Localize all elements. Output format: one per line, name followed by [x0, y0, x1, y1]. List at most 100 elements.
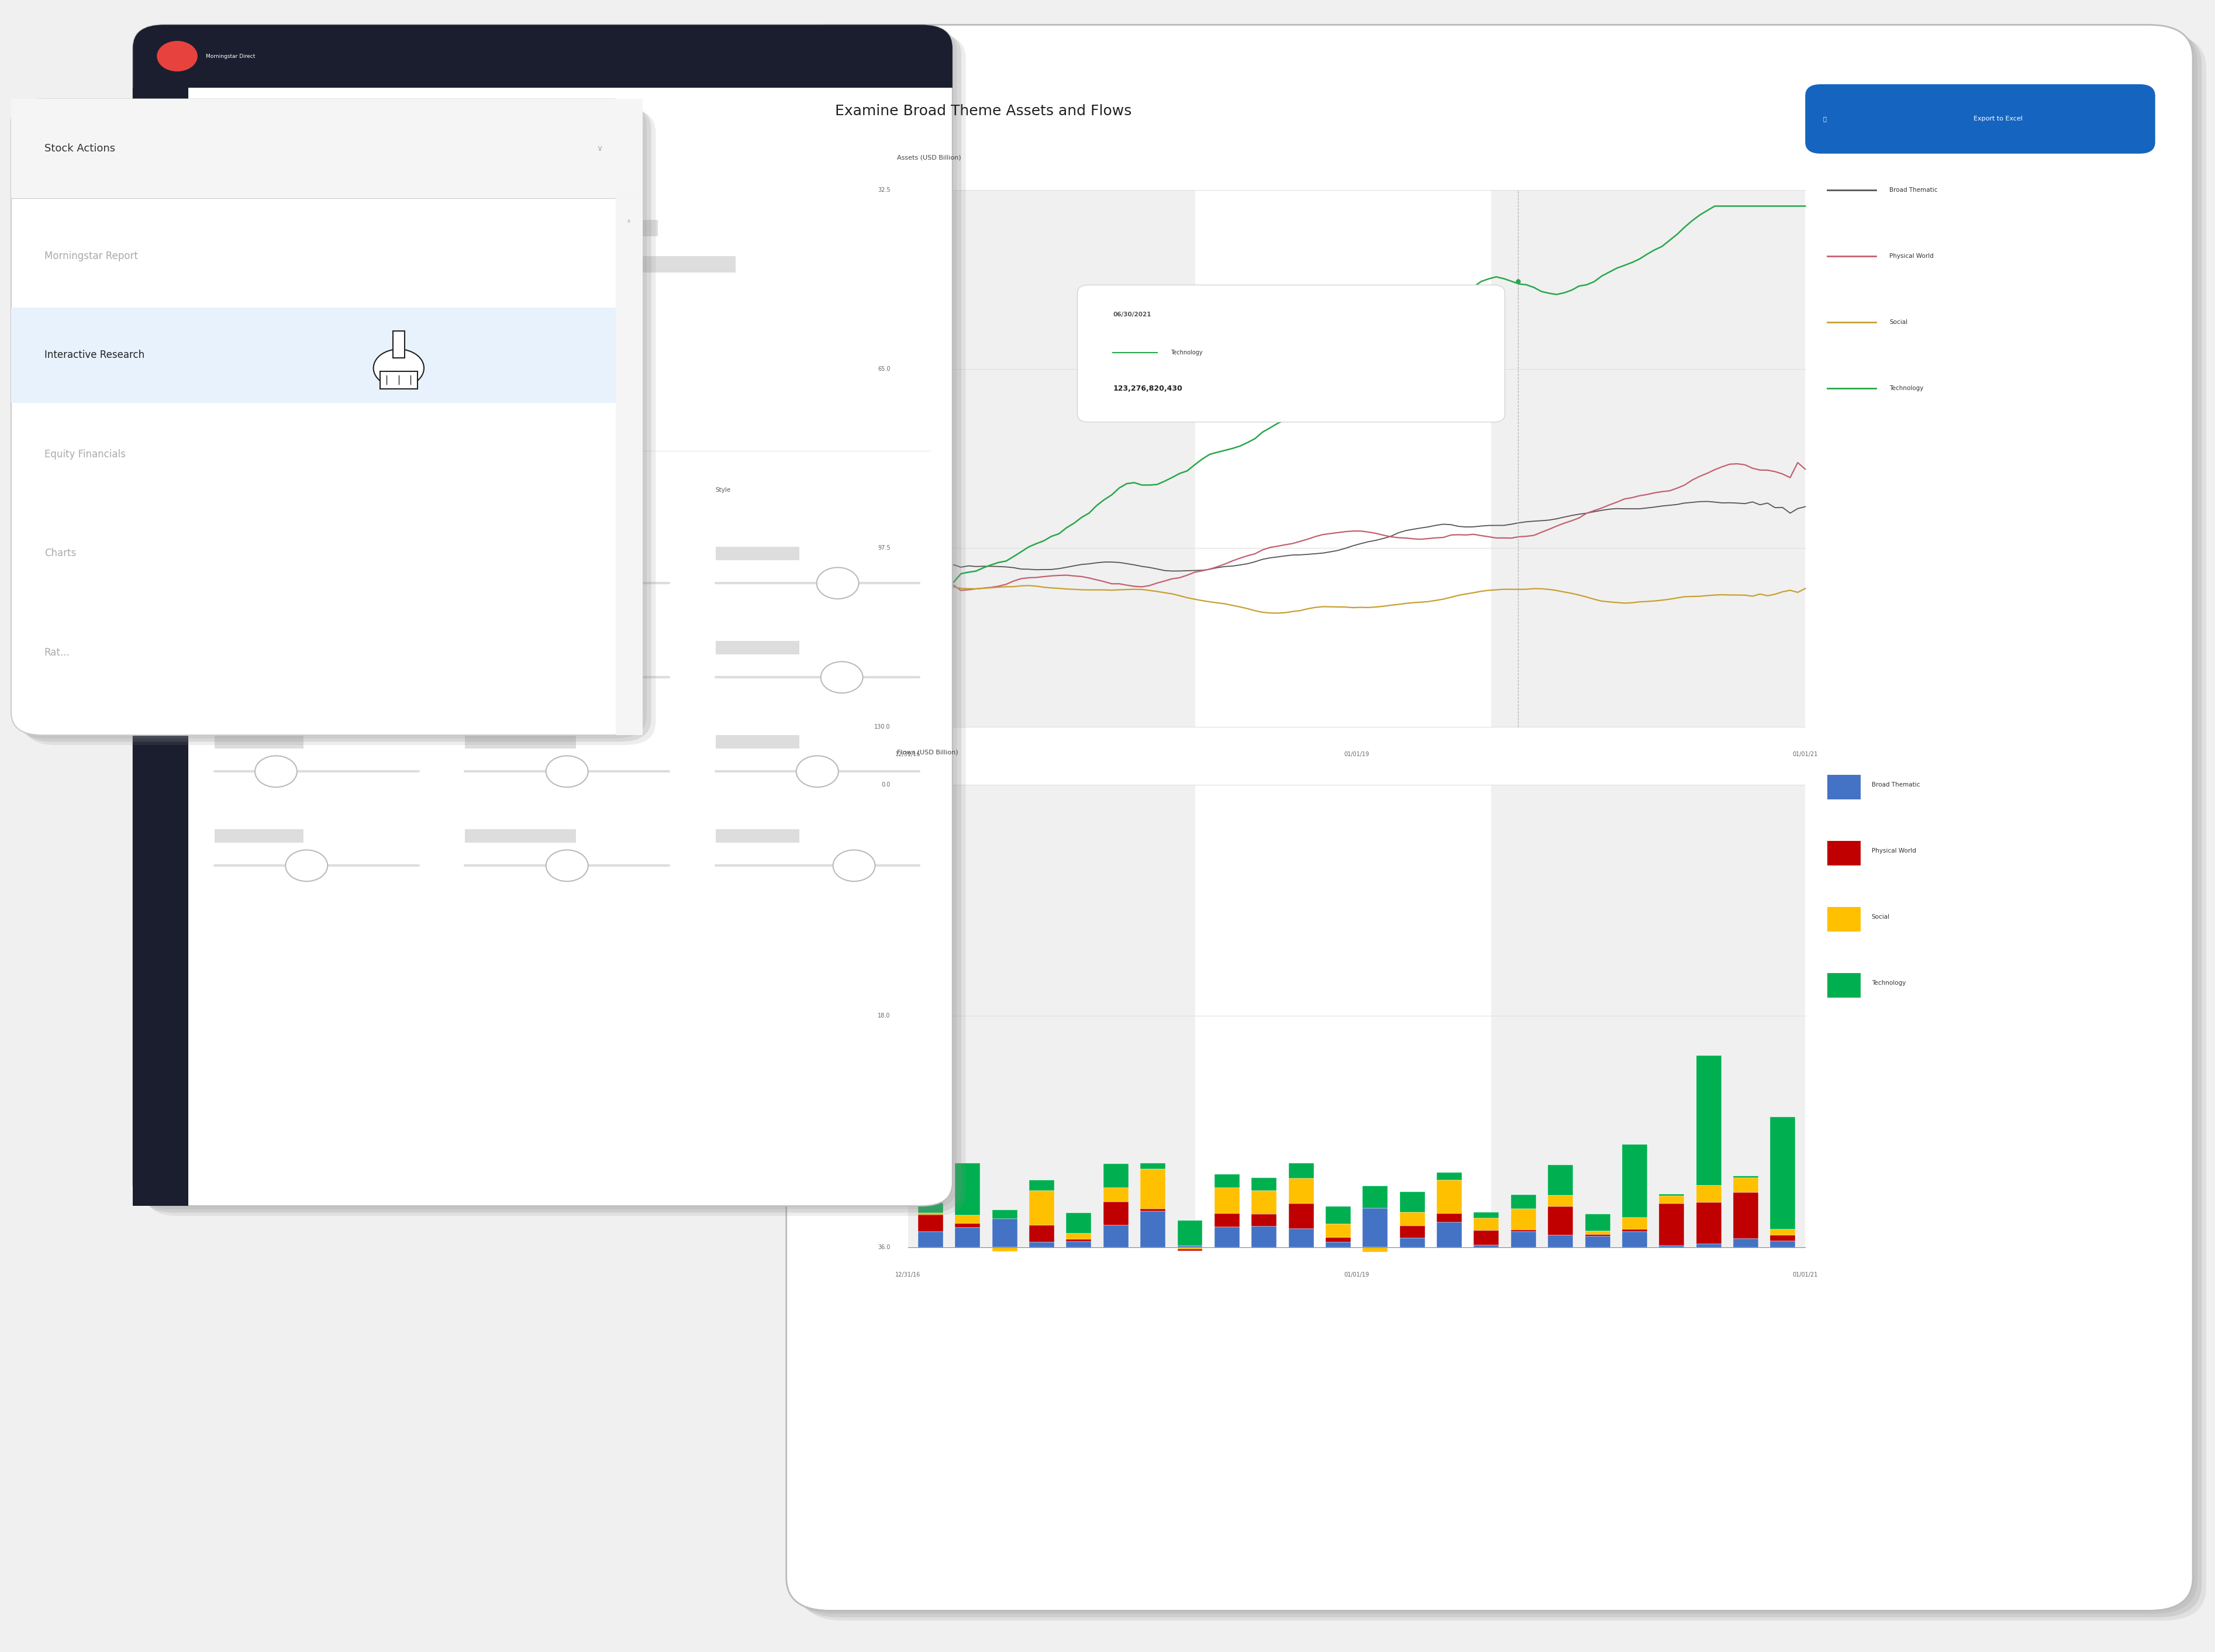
Text: Equity Financials: Equity Financials	[44, 449, 126, 459]
Bar	[11, 99, 642, 198]
Text: ∨: ∨	[596, 145, 602, 152]
Bar	[1325, 1224, 1351, 1237]
Bar	[1697, 1056, 1721, 1186]
Bar	[1214, 1227, 1240, 1247]
Bar	[215, 256, 735, 273]
Bar	[1030, 1242, 1054, 1247]
Text: △: △	[159, 411, 162, 418]
Text: Broad Thematic: Broad Thematic	[1872, 781, 1920, 788]
Bar	[1732, 1193, 1759, 1239]
Text: Technology: Technology	[1889, 385, 1923, 392]
Bar	[917, 1203, 944, 1213]
Circle shape	[374, 349, 423, 387]
Bar	[1770, 1229, 1796, 1236]
Bar	[215, 547, 303, 560]
Bar	[1289, 1178, 1313, 1203]
Bar	[1586, 1236, 1610, 1247]
Bar	[1491, 785, 1805, 1247]
Text: Flows (USD Billion): Flows (USD Billion)	[897, 748, 959, 755]
Circle shape	[326, 662, 368, 694]
Bar	[1178, 1247, 1203, 1251]
Bar	[1438, 1222, 1462, 1247]
Bar	[465, 829, 576, 843]
Bar	[1732, 1239, 1759, 1247]
Bar	[1251, 1214, 1276, 1226]
Bar	[1362, 1247, 1389, 1252]
Bar	[1141, 1209, 1165, 1211]
Text: 06/30/2021: 06/30/2021	[1112, 311, 1152, 317]
Bar	[992, 1209, 1017, 1219]
Bar	[1325, 1242, 1351, 1247]
FancyBboxPatch shape	[1076, 284, 1504, 421]
Bar	[11, 307, 616, 403]
Circle shape	[833, 851, 875, 882]
Bar	[1621, 1229, 1648, 1231]
Bar	[1511, 1194, 1535, 1209]
Text: Factor Group Settings: Factor Group Settings	[215, 137, 390, 154]
Circle shape	[547, 851, 589, 882]
Bar	[715, 829, 800, 843]
Text: ⌂: ⌂	[159, 213, 162, 220]
Bar	[917, 1231, 944, 1247]
Text: 0.0: 0.0	[882, 781, 890, 788]
FancyBboxPatch shape	[791, 28, 2197, 1614]
Bar	[1141, 1168, 1165, 1209]
Bar	[1400, 1237, 1424, 1247]
Text: Technology: Technology	[1872, 980, 1905, 986]
Bar	[1103, 1165, 1127, 1188]
Text: 01/01/19: 01/01/19	[1345, 752, 1369, 758]
Bar	[992, 1247, 1017, 1251]
Bar	[1178, 1247, 1203, 1249]
Text: 01/01/21: 01/01/21	[1792, 1272, 1819, 1279]
Bar	[1659, 1196, 1683, 1204]
Bar	[215, 641, 303, 654]
FancyBboxPatch shape	[142, 31, 961, 1213]
Text: 65.0: 65.0	[877, 365, 890, 372]
Circle shape	[797, 757, 839, 788]
Text: Export to Excel: Export to Excel	[1974, 116, 2022, 122]
FancyBboxPatch shape	[24, 109, 656, 745]
Bar	[392, 330, 405, 358]
Bar	[1473, 1213, 1500, 1218]
Circle shape	[547, 757, 589, 788]
Text: Physical World: Physical World	[1872, 847, 1916, 854]
Bar	[917, 1214, 944, 1231]
Text: 130.0: 130.0	[875, 724, 890, 730]
Bar	[715, 641, 800, 654]
Bar	[1511, 1209, 1535, 1229]
Bar	[917, 1213, 944, 1214]
Bar	[1548, 1206, 1573, 1236]
Text: Stock Actions: Stock Actions	[44, 144, 115, 154]
Text: ∨: ∨	[574, 388, 578, 395]
Bar	[465, 641, 576, 654]
Bar	[1827, 841, 1861, 866]
Circle shape	[306, 568, 348, 600]
Text: Assets (USD Billion): Assets (USD Billion)	[897, 154, 961, 160]
Bar	[1586, 1231, 1610, 1234]
Bar	[955, 1227, 981, 1247]
Bar	[1586, 1214, 1610, 1231]
Bar	[1438, 1173, 1462, 1180]
Bar	[1491, 190, 1805, 727]
Circle shape	[481, 662, 523, 694]
Text: Physical World: Physical World	[1889, 253, 1934, 259]
Bar	[1065, 1239, 1092, 1241]
Bar	[1770, 1236, 1796, 1241]
Bar	[133, 88, 188, 1206]
Bar	[1214, 1214, 1240, 1227]
Bar	[465, 735, 576, 748]
FancyBboxPatch shape	[16, 102, 647, 738]
Text: Interactive Research: Interactive Research	[44, 350, 144, 360]
Bar	[215, 735, 303, 748]
FancyBboxPatch shape	[20, 106, 651, 742]
Bar	[1697, 1186, 1721, 1203]
Bar	[1621, 1231, 1648, 1247]
Text: ⧉: ⧉	[1823, 116, 1827, 122]
Bar	[1548, 1236, 1573, 1247]
Text: Sector: Sector	[215, 487, 235, 494]
Bar	[1065, 1234, 1092, 1239]
Text: 12/31/16: 12/31/16	[895, 752, 921, 758]
Bar	[1473, 1244, 1500, 1247]
Bar	[1732, 1176, 1759, 1178]
Bar	[1103, 1226, 1127, 1247]
